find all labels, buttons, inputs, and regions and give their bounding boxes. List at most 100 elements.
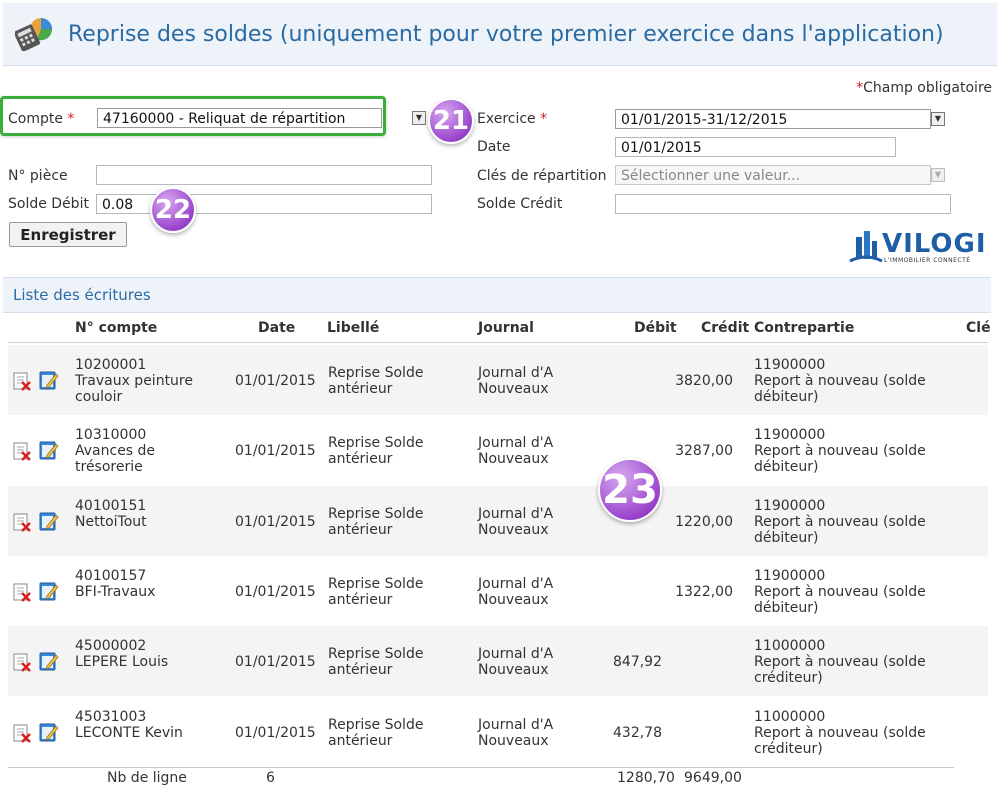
table-row: 45000002 LEPERE Louis 01/01/2015 Reprise So… [8,626,988,696]
row-compte-number: 10200001 [75,357,147,373]
edit-icon[interactable] [39,651,59,671]
row-contrepartie-number: 11900000 [754,357,826,373]
highlight-frame-compte [0,96,386,136]
delete-icon[interactable] [13,371,31,391]
date-label: Date [477,139,511,155]
row-journal-line1: Journal d'A [478,646,554,662]
date-input[interactable]: 01/01/2015 [615,137,896,157]
delete-icon[interactable] [13,652,31,672]
row-compte-number: 40100157 [75,568,147,584]
row-contrepartie-line1: Report à nouveau (solde [754,443,926,459]
col-contrepartie[interactable]: Contrepartie [754,320,855,336]
brand-name: VILOGI [882,229,987,259]
row-compte: 10200001 Travaux peinture couloir [75,357,193,405]
compte-select[interactable]: 47160000 - Reliquat de répartition [97,108,382,128]
compte-dropdown-arrow-icon[interactable]: ▼ [412,111,426,125]
entries-list-title: Liste des écritures [13,286,151,304]
row-journal-line1: Journal d'A [478,576,554,592]
row-contrepartie-line1: Report à nouveau (solde [754,725,926,741]
debit-input[interactable]: 0.08 [96,194,432,214]
brand-tagline: L'IMMOBILIER CONNECTÉ [884,257,971,264]
row-compte-name: Avances de [75,443,156,459]
row-compte: 45031003 LECONTE Kevin [75,709,183,741]
row-contrepartie-number: 11900000 [754,427,826,443]
row-credit: 1220,00 [675,514,733,530]
edit-icon[interactable] [39,370,59,390]
col-credit[interactable]: Crédit [701,320,750,336]
col-date[interactable]: Date [258,320,296,336]
cles-select[interactable]: Sélectionner une valeur... [615,165,931,185]
row-libelle: Reprise Solde antérieur [328,435,423,467]
edit-icon[interactable] [39,722,59,742]
row-compte-name: Travaux peinture [75,373,193,389]
row-compte: 40100151 NettoiTout [75,498,147,530]
row-contrepartie: 11900000 Report à nouveau (solde débiteur) [754,427,926,475]
piece-label: N° pièce [8,168,68,184]
row-contrepartie-line2: débiteur) [754,600,819,616]
table-row: 10200001 Travaux peinture couloir 01/01/201… [8,345,988,415]
delete-icon[interactable] [13,723,31,743]
row-credit: 3287,00 [675,443,733,459]
row-date: 01/01/2015 [235,443,316,459]
exercice-dropdown-arrow-icon[interactable]: ▼ [931,112,945,126]
edit-icon[interactable] [39,581,59,601]
compte-required-star: * [67,111,75,127]
credit-input[interactable] [615,194,951,214]
row-journal-line2: Nouveaux [478,522,549,538]
summary-divider [8,767,954,768]
row-debit: 432,78 [613,725,662,741]
exercice-select[interactable]: 01/01/2015-31/12/2015 [615,109,931,129]
row-compte-name-2: couloir [75,389,123,405]
debit-label: Solde Débit [8,196,89,212]
row-libelle-line2: antérieur [328,451,393,467]
row-compte-number: 45000002 [75,638,147,654]
row-journal-line2: Nouveaux [478,381,549,397]
page-title: Reprise des soldes (uniquement pour votr… [68,22,944,47]
row-contrepartie-line1: Report à nouveau (solde [754,584,926,600]
row-date: 01/01/2015 [235,514,316,530]
annotation-badge-22: 22 [150,187,196,233]
row-journal-line1: Journal d'A [478,506,554,522]
summary-label: Nb de ligne [107,770,187,786]
col-cles[interactable]: Clé [966,320,991,336]
header-divider [8,342,988,343]
piece-input[interactable] [96,165,432,185]
col-debit[interactable]: Débit [634,320,677,336]
row-contrepartie-line2: créditeur) [754,670,823,686]
row-libelle-line1: Reprise Solde [328,506,424,522]
row-compte-number: 10310000 [75,427,147,443]
row-contrepartie-number: 11000000 [754,709,826,725]
row-contrepartie-number: 11900000 [754,568,826,584]
exercice-required-star: * [540,111,548,127]
required-note-label: Champ obligatoire [863,80,992,96]
row-journal-line1: Journal d'A [478,717,554,733]
row-date: 01/01/2015 [235,373,316,389]
row-contrepartie-line2: débiteur) [754,389,819,405]
delete-icon[interactable] [13,441,31,461]
row-journal: Journal d'A Nouveaux [478,435,553,467]
col-libelle[interactable]: Libellé [327,320,380,336]
row-compte-name: LECONTE Kevin [75,725,183,741]
row-libelle: Reprise Solde antérieur [328,717,423,749]
delete-icon[interactable] [13,582,31,602]
col-compte[interactable]: N° compte [75,320,158,336]
edit-icon[interactable] [39,440,59,460]
row-compte: 10310000 Avances de trésorerie [75,427,155,475]
save-button[interactable]: Enregistrer [9,222,127,247]
edit-icon[interactable] [39,511,59,531]
row-credit: 3820,00 [675,373,733,389]
row-contrepartie-line1: Report à nouveau (solde [754,654,926,670]
row-compte-number: 40100151 [75,498,147,514]
delete-icon[interactable] [13,512,31,532]
col-journal[interactable]: Journal [478,320,534,336]
row-contrepartie-number: 11000000 [754,638,826,654]
row-compte-name: LEPERE Louis [75,654,169,670]
row-libelle-line2: antérieur [328,662,393,678]
summary-count: 6 [266,770,275,786]
row-contrepartie-number: 11900000 [754,498,826,514]
row-journal-line2: Nouveaux [478,451,549,467]
row-libelle: Reprise Solde antérieur [328,506,423,538]
cles-dropdown-arrow-icon[interactable]: ▼ [931,168,945,182]
page-header: Reprise des soldes (uniquement pour votr… [3,3,997,66]
row-compte-name: BFI-Travaux [75,584,156,600]
